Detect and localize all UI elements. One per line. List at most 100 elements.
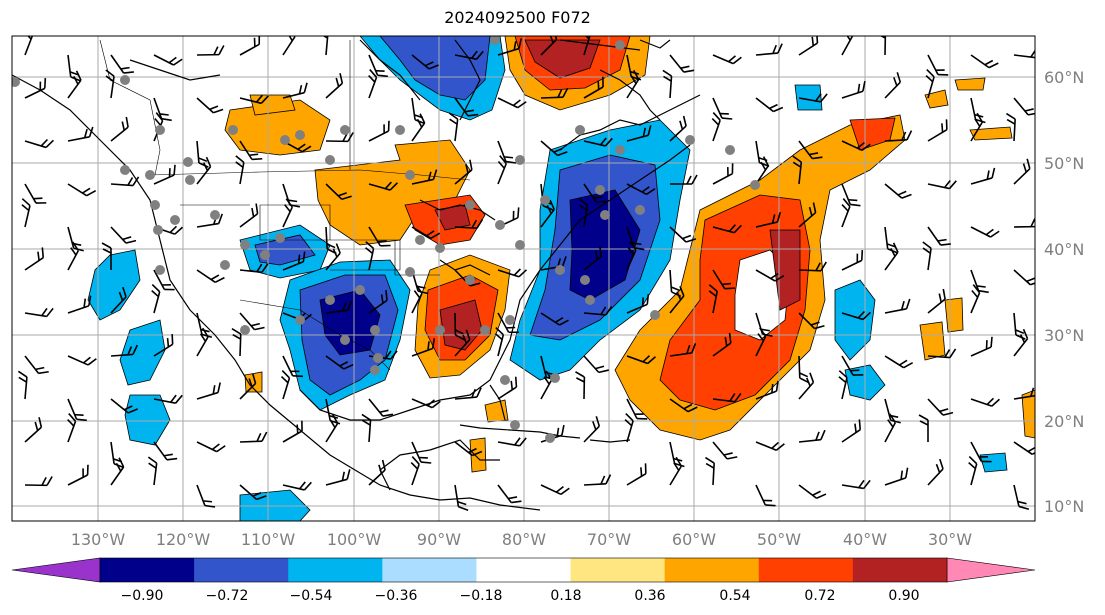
- station-dot: [555, 265, 565, 275]
- colorbar-tick-label: 0.36: [634, 588, 665, 604]
- graticule: [12, 36, 1035, 521]
- station-dot: [505, 315, 515, 325]
- lon-label: 130°W: [71, 530, 126, 549]
- station-dot: [340, 335, 350, 345]
- station-dot: [750, 180, 760, 190]
- station-dot: [340, 125, 350, 135]
- colorbar-tick-label: 0.54: [719, 588, 750, 604]
- colorbar-high-extend: [946, 557, 1036, 583]
- map-title: 2024092500 F072: [444, 8, 591, 27]
- lat-label: 60°N: [1044, 68, 1084, 87]
- station-dot: [540, 195, 550, 205]
- station-dot: [355, 285, 365, 295]
- colorbar-tick-label: −0.18: [460, 588, 503, 604]
- lon-label: 30°W: [928, 530, 972, 549]
- station-dot: [405, 170, 415, 180]
- station-dot: [155, 125, 165, 135]
- colorbar-tick-label: −0.54: [290, 588, 333, 604]
- colorbar-tick-label: 0.90: [888, 588, 919, 604]
- station-dot: [370, 325, 380, 335]
- station-dot: [228, 125, 238, 135]
- station-dot: [295, 315, 305, 325]
- station-dot: [325, 295, 335, 305]
- station-dot: [295, 130, 305, 140]
- colorbar-tick-label: −0.72: [206, 588, 249, 604]
- station-dot: [120, 165, 130, 175]
- colorbar: −0.90 −0.72 −0.54 −0.36 −0.18 0.18 0.36 …: [11, 557, 1036, 604]
- station-dot: [170, 215, 180, 225]
- station-dot: [600, 210, 610, 220]
- lon-label: 120°W: [156, 530, 211, 549]
- station-dot: [685, 135, 695, 145]
- station-dot: [415, 235, 425, 245]
- lat-label: 20°N: [1044, 412, 1084, 431]
- station-dot: [725, 145, 735, 155]
- station-dot: [395, 125, 405, 135]
- station-dot: [575, 125, 585, 135]
- map-panel: [12, 36, 1035, 521]
- station-dot: [240, 325, 250, 335]
- station-dot: [635, 205, 645, 215]
- colorbar-low-extend: [11, 557, 101, 583]
- longitude-labels: 130°W 120°W 110°W 100°W 90°W 80°W 70°W 6…: [71, 530, 972, 549]
- station-dot: [373, 353, 383, 363]
- latitude-labels: 60°N 50°N 40°N 30°N 20°N 10°N: [1044, 68, 1084, 516]
- lat-label: 30°N: [1044, 326, 1084, 345]
- map-frame: [11, 35, 1036, 522]
- lon-label: 100°W: [327, 530, 382, 549]
- station-dot: [580, 275, 590, 285]
- colorbar-segment: [476, 558, 572, 582]
- colorbar-segment: [194, 558, 289, 582]
- lat-label: 10°N: [1044, 497, 1084, 516]
- station-dot: [435, 243, 445, 253]
- colorbar-segment: [664, 558, 760, 582]
- station-dot: [210, 210, 220, 220]
- station-dot: [280, 135, 290, 145]
- lon-label: 80°W: [502, 530, 546, 549]
- lon-label: 110°W: [241, 530, 296, 549]
- colorbar-segment: [100, 558, 195, 582]
- station-dot: [495, 220, 505, 230]
- station-dot: [465, 275, 475, 285]
- lat-label: 50°N: [1044, 154, 1084, 173]
- station-dot: [275, 233, 285, 243]
- colorbar-segment: [288, 558, 383, 582]
- station-dot: [260, 250, 270, 260]
- lat-label: 40°N: [1044, 240, 1084, 259]
- station-dot: [435, 325, 445, 335]
- station-dot: [220, 260, 230, 270]
- station-dot: [550, 373, 560, 383]
- lon-label: 50°W: [757, 530, 801, 549]
- colorbar-segment: [382, 558, 477, 582]
- station-dot: [595, 185, 605, 195]
- lon-label: 90°W: [417, 530, 461, 549]
- station-dot: [153, 225, 163, 235]
- colorbar-tick-label: −0.36: [375, 588, 418, 604]
- station-dot: [510, 420, 520, 430]
- colorbar-tick-label: 0.18: [550, 588, 581, 604]
- colorbar-segment: [852, 558, 948, 582]
- station-dot: [515, 240, 525, 250]
- station-dot: [480, 325, 490, 335]
- station-dot: [490, 36, 500, 45]
- colorbar-tick-label: −0.90: [121, 588, 164, 604]
- station-dot: [650, 310, 660, 320]
- station-dot: [585, 295, 595, 305]
- station-dot: [500, 375, 510, 385]
- station-dot: [183, 157, 193, 167]
- station-dot: [325, 155, 335, 165]
- station-dot: [515, 155, 525, 165]
- colorbar-tick-label: 0.72: [804, 588, 835, 604]
- station-dot: [370, 365, 380, 375]
- station-dot: [12, 77, 20, 87]
- lon-label: 60°W: [672, 530, 716, 549]
- station-dot: [150, 200, 160, 210]
- colorbar-segment: [570, 558, 666, 582]
- colorbar-segment: [758, 558, 854, 582]
- station-dot: [405, 267, 415, 277]
- station-dot: [145, 170, 155, 180]
- station-dot: [185, 175, 195, 185]
- station-dots: [12, 36, 760, 443]
- station-dot: [615, 40, 625, 50]
